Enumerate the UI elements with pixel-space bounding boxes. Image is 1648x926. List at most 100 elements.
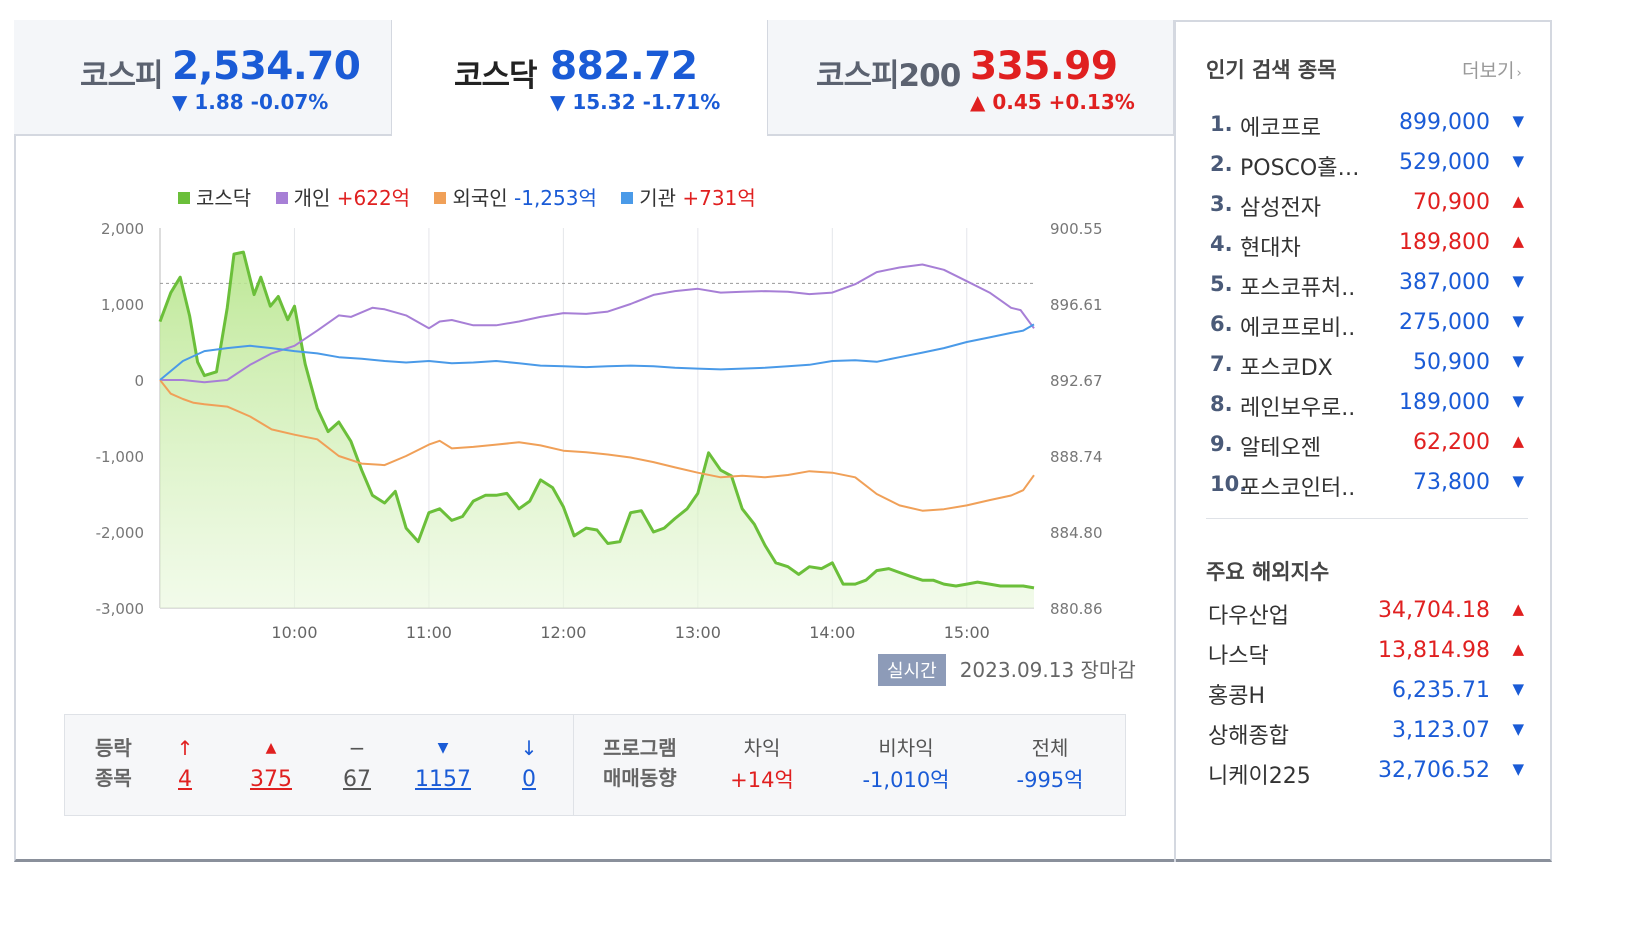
stock-price: 62,200: [1413, 430, 1490, 455]
program-label: 프로그램 매매동향: [603, 736, 677, 790]
popular-stock-item[interactable]: 6. 에코프로비.. 275,000 ▼: [1206, 306, 1526, 346]
tab-kosdaq[interactable]: 코스닥 882.72 ▼ 15.32 -1.71%: [392, 20, 768, 136]
index-value: 13,814.98: [1378, 638, 1490, 663]
popular-stock-item[interactable]: 8. 레인보우로.. 189,000 ▼: [1206, 386, 1526, 426]
rank-number: 5.: [1210, 272, 1233, 296]
divider: [1206, 518, 1528, 519]
overseas-index-item[interactable]: 상해종합 3,123.07 ▼: [1206, 714, 1528, 754]
stock-name: 에코프로: [1240, 116, 1321, 141]
popular-stock-item[interactable]: 5. 포스코퓨처.. 387,000 ▼: [1206, 266, 1526, 306]
x-tick-label: 14:00: [809, 623, 855, 642]
stock-price: 50,900: [1413, 350, 1490, 375]
y-right-tick-label: 880.86: [1050, 600, 1103, 618]
realtime-badge[interactable]: 실시간: [878, 654, 946, 686]
stock-name: 레인보우로..: [1240, 396, 1356, 421]
popular-stock-item[interactable]: 9. 알테오젠 62,200 ▲: [1206, 426, 1526, 466]
tab-name: 코스닥: [454, 58, 538, 94]
y-right-tick-label: 888.74: [1050, 448, 1103, 466]
index-name: 다우산업: [1208, 604, 1289, 629]
overseas-index-item[interactable]: 나스닥 13,814.98 ▲: [1206, 634, 1528, 674]
stock-name: 에코프로비..: [1240, 316, 1356, 341]
stock-price: 275,000: [1399, 310, 1490, 335]
overseas-index-item[interactable]: 홍콩H 6,235.71 ▼: [1206, 674, 1528, 714]
intraday-chart: 코스닥 개인 +622억 외국인 -1,253억 기관 +731억 10:00 1…: [16, 138, 1174, 698]
tab-name: 코스피: [80, 58, 164, 94]
stock-price: 189,800: [1399, 230, 1490, 255]
arrow-up-icon: ▲: [1512, 640, 1524, 658]
stock-name: 삼성전자: [1240, 196, 1321, 221]
index-change: ▲ 0.45 +0.13%: [970, 90, 1135, 114]
breadth-up: ▲ 375: [241, 733, 301, 797]
legend-item-institution: 기관 +731억: [621, 182, 756, 211]
y-right-tick-label: 892.67: [1050, 372, 1103, 390]
tab-kospi200[interactable]: 코스피200 335.99 ▲ 0.45 +0.13%: [768, 20, 1174, 136]
y-right-tick-label: 884.80: [1050, 524, 1103, 542]
program-total: 전체 -995억: [975, 733, 1125, 797]
index-value: 34,704.18: [1378, 598, 1490, 623]
index-name: 상해종합: [1208, 724, 1289, 749]
rank-number: 6.: [1210, 312, 1233, 336]
stock-price: 189,000: [1399, 390, 1490, 415]
index-name: 나스닥: [1208, 644, 1269, 669]
arrow-down-icon: ▼: [1512, 680, 1524, 698]
market-summary-box: 등락 종목 ↑ 4 ▲ 375 −67 ▼ 1157 ↓ 0 프로그램 매매동향 차익 +14…: [64, 714, 1126, 816]
arrow-up-icon: ▲: [1512, 600, 1524, 618]
arrow-down-icon: ▼: [1512, 312, 1524, 330]
overseas-index-item[interactable]: 다우산업 34,704.18 ▲: [1206, 594, 1528, 634]
index-value: 882.72: [550, 44, 698, 89]
breadth-count[interactable]: 0: [522, 767, 536, 792]
overseas-index-item[interactable]: 니케이225 32,706.52 ▼: [1206, 754, 1528, 794]
market-close-date: 2023.09.13 장마감: [959, 658, 1136, 682]
series-line-코스닥: [158, 250, 1035, 590]
more-link[interactable]: 더보기 ›: [1462, 60, 1522, 82]
series-line-개인: [160, 263, 1035, 384]
stock-price: 899,000: [1399, 110, 1490, 135]
stock-name: 알테오젠: [1240, 436, 1321, 461]
arrow-down-icon: ▼: [1512, 760, 1524, 778]
popular-title: 인기 검색 종목: [1206, 58, 1337, 82]
overseas-title: 주요 해외지수: [1206, 560, 1330, 584]
x-tick-label: 13:00: [675, 623, 721, 642]
program-value: -995억: [1016, 768, 1084, 792]
y-left-tick-label: 1,000: [101, 296, 144, 314]
popular-stock-item[interactable]: 3. 삼성전자 70,900 ▲: [1206, 186, 1526, 226]
arrow-down-icon: ▼: [1512, 352, 1524, 370]
chevron-right-icon: ›: [1516, 66, 1522, 81]
stock-name: 포스코퓨처..: [1240, 276, 1356, 301]
breadth-count[interactable]: 1157: [415, 767, 471, 792]
chart-plot: 10:00 11:00 12:00 13:00 14:00 15:00 2,000 1,000…: [96, 220, 1103, 642]
breadth-count[interactable]: 67: [343, 767, 371, 792]
legend-swatch: [621, 191, 634, 204]
program-value: +14억: [730, 768, 794, 792]
x-tick-label: 10:00: [271, 623, 317, 642]
tab-kospi[interactable]: 코스피 2,534.70 ▼ 1.88 -0.07%: [14, 20, 392, 136]
rank-number: 4.: [1210, 232, 1233, 256]
rank-number: 10.: [1210, 472, 1248, 496]
tab-name: 코스피200: [816, 58, 961, 94]
breadth-count[interactable]: 375: [250, 767, 292, 792]
arrow-down-icon: ▼: [1512, 112, 1524, 130]
breadth-unchanged: −67: [327, 733, 387, 797]
popular-stock-item[interactable]: 2. POSCO홀… 529,000 ▼: [1206, 146, 1526, 186]
x-tick-label: 15:00: [944, 623, 990, 642]
popular-stock-item[interactable]: 4. 현대차 189,800 ▲: [1206, 226, 1526, 266]
breadth-count[interactable]: 4: [178, 767, 192, 792]
popular-stock-item[interactable]: 7. 포스코DX 50,900 ▼: [1206, 346, 1526, 386]
stock-price: 387,000: [1399, 270, 1490, 295]
y-left-tick-label: 0: [134, 372, 144, 390]
index-change: ▼ 15.32 -1.71%: [550, 90, 721, 114]
index-name: 홍콩H: [1208, 684, 1266, 709]
popular-stock-item[interactable]: 1. 에코프로 899,000 ▼: [1206, 106, 1526, 146]
breadth-label: 등락 종목: [95, 736, 132, 790]
rank-number: 2.: [1210, 152, 1233, 176]
y-left-tick-label: -1,000: [96, 448, 144, 466]
arrow-down-icon: ▼: [1512, 720, 1524, 738]
arrow-down-icon: ▼: [1512, 392, 1524, 410]
y-right-tick-label: 896.61: [1050, 296, 1103, 314]
index-value: 2,534.70: [172, 44, 361, 89]
stock-price: 73,800: [1413, 470, 1490, 495]
divider: [573, 715, 574, 815]
index-value: 32,706.52: [1378, 758, 1490, 783]
popular-stock-item[interactable]: 10. 포스코인터.. 73,800 ▼: [1206, 466, 1526, 506]
arrow-down-icon: ▼: [1512, 472, 1524, 490]
